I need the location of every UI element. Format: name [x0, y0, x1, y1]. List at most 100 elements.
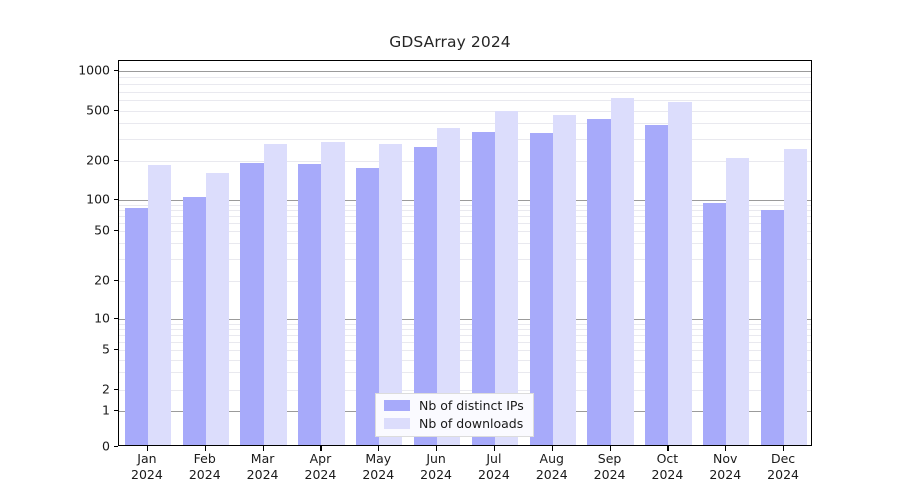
x-axis-tick-mark	[493, 446, 496, 451]
x-axis-tick-label: May 2024	[362, 451, 394, 483]
x-axis-tick-mark	[436, 446, 438, 451]
gridline-minor	[119, 334, 811, 336]
gridline-minor	[119, 222, 811, 224]
bar	[205, 173, 229, 445]
bar-group	[240, 61, 287, 445]
x-tick-year: 2024	[535, 467, 568, 482]
bar-group	[645, 61, 692, 445]
x-axis-tick-label: Apr 2024	[305, 451, 337, 483]
bar	[147, 164, 172, 445]
bar-group	[356, 61, 403, 445]
x-axis-tick-label: Dec 2024	[767, 451, 799, 483]
x-tick-year: 2024	[246, 467, 279, 482]
bar-group	[298, 61, 345, 445]
x-tick-month: Jul	[486, 451, 502, 466]
y-axis-tick-label: 100	[86, 191, 110, 207]
x-axis-tick-mark	[667, 446, 669, 451]
x-axis-tick-label: Jun 2024	[420, 451, 452, 483]
legend: Nb of distinct IPs Nb of downloads	[375, 393, 534, 437]
x-axis-tick-mark	[378, 446, 380, 451]
y-axis-tick-label: 20	[94, 272, 110, 288]
gridline-minor	[119, 111, 811, 112]
bar	[784, 149, 808, 445]
bar	[529, 132, 553, 445]
y-axis-tick-labels: 0 1 2 5 10 20 50 100 200 500 1000	[58, 0, 110, 500]
y-axis-tick-label: 10	[94, 310, 110, 326]
y-axis-tick-mark	[114, 110, 118, 112]
y-axis-tick-mark	[114, 389, 118, 391]
x-tick-year: 2024	[131, 467, 163, 482]
x-tick-year: 2024	[767, 467, 799, 482]
gridline-minor	[119, 161, 811, 162]
bar-group	[529, 61, 576, 445]
y-axis-tick-label: 0	[102, 438, 110, 454]
y-axis-tick-mark	[114, 160, 118, 162]
bar	[298, 163, 322, 445]
x-axis-tick-mark	[609, 446, 611, 451]
x-axis-tick-mark	[146, 446, 149, 451]
bars-layer	[119, 61, 811, 445]
bar	[610, 98, 634, 445]
bar	[552, 114, 576, 445]
bar	[494, 111, 519, 445]
y-axis-tick-mark	[114, 199, 118, 201]
gridline-minor	[119, 359, 811, 361]
gridline-minor	[119, 372, 811, 374]
x-tick-year: 2024	[593, 467, 626, 482]
plot-area	[118, 60, 812, 446]
x-tick-month: Feb	[193, 451, 216, 466]
x-axis-tick-mark	[551, 446, 553, 451]
bar	[321, 141, 345, 445]
gridline-minor	[119, 390, 811, 391]
gridline-minor	[119, 138, 811, 140]
gridline-minor	[119, 231, 811, 232]
gridline-minor	[119, 341, 811, 343]
gridline-minor	[119, 323, 811, 325]
x-axis-tick-label: Mar 2024	[247, 451, 279, 483]
y-axis-tick-label: 50	[94, 222, 110, 238]
x-tick-year: 2024	[478, 467, 510, 482]
bar-group	[471, 61, 519, 445]
x-axis-tick-mark	[204, 446, 206, 451]
legend-label-distinct-ips: Nb of distinct IPs	[419, 398, 524, 413]
gridline-minor	[119, 209, 811, 211]
x-axis-tick-labels: Jan 2024 Feb 2024 Mar 2024 Apr 2024 May 2024 Jun 20…	[0, 451, 900, 497]
y-axis-tick-mark	[114, 70, 118, 72]
x-tick-month: Jan	[137, 451, 157, 466]
y-axis-tick-label: 5	[102, 341, 110, 357]
x-axis-tick-label: Oct 2024	[652, 451, 684, 483]
gridline-major	[119, 200, 811, 201]
legend-swatch-downloads	[384, 418, 410, 429]
gridline-major	[119, 71, 811, 72]
y-axis-tick-mark	[114, 230, 118, 232]
gridline-major	[119, 319, 811, 320]
x-tick-month: Jun	[426, 451, 446, 466]
y-axis-tick-mark	[114, 410, 118, 412]
bar	[240, 163, 264, 445]
bar	[124, 207, 148, 445]
x-tick-year: 2024	[188, 467, 221, 482]
x-tick-year: 2024	[304, 467, 337, 482]
chart-title: GDSArray 2024	[389, 33, 511, 51]
gridline-minor	[119, 77, 811, 79]
bar-group	[182, 61, 229, 445]
x-axis-tick-label: Jul 2024	[478, 451, 510, 483]
x-axis-tick-label: Aug 2024	[536, 451, 568, 483]
x-axis-tick-mark	[262, 446, 264, 451]
x-axis-tick-label: Sep 2024	[594, 451, 626, 483]
gridline-minor	[119, 243, 811, 245]
x-tick-month: Dec	[770, 451, 796, 466]
x-tick-month: May	[365, 451, 392, 466]
gridline-minor	[119, 83, 811, 85]
x-axis-tick-mark	[725, 446, 727, 451]
legend-label-downloads: Nb of downloads	[419, 416, 524, 431]
gridline-minor	[119, 281, 811, 282]
x-axis-tick-label: Jan 2024	[131, 451, 163, 483]
gridline-minor	[119, 258, 811, 260]
x-axis-tick-label: Nov 2024	[709, 451, 741, 483]
x-tick-month: Nov	[713, 451, 738, 466]
y-axis-tick-mark	[114, 349, 118, 351]
y-axis-tick-mark	[114, 280, 118, 282]
bar	[471, 131, 495, 445]
